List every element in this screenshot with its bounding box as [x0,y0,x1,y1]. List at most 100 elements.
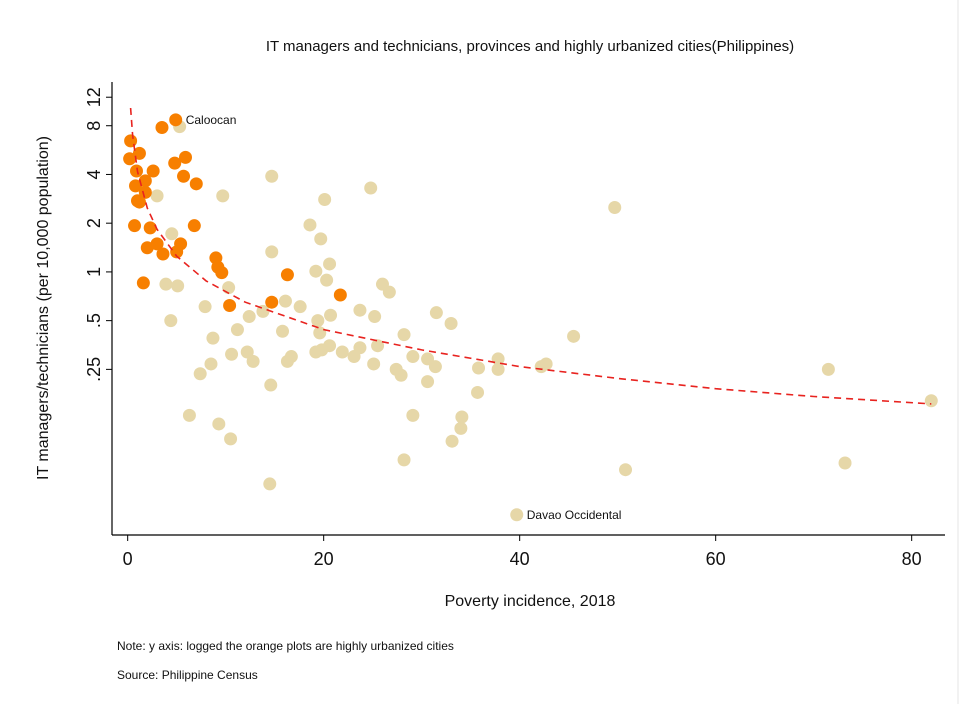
point [406,350,420,364]
point [204,357,218,371]
point [472,361,486,375]
chart-title: IT managers and technicians, provinces a… [266,38,794,55]
y-tick-label: 1 [84,267,104,277]
y-tick-label: 8 [84,121,104,131]
point [428,360,442,374]
point [371,339,385,353]
point [177,169,191,183]
point [333,288,347,302]
point [140,241,154,255]
point [364,181,378,195]
point [838,456,852,470]
point [265,245,279,259]
point [198,300,212,314]
point [138,174,152,188]
point [212,417,226,431]
point [280,354,294,368]
point [138,185,152,199]
point [240,345,254,359]
point [171,279,185,293]
point [280,268,294,282]
point [821,362,835,376]
y-tick-label: 12 [84,87,104,107]
point [150,237,164,251]
point [164,314,178,328]
point [347,350,361,364]
point [323,257,337,271]
point [394,368,408,382]
source-note: Source: Philippine Census [117,668,258,682]
point [182,408,196,422]
point [124,134,138,148]
point [382,285,396,299]
point [471,385,485,399]
y-tick-label: .25 [84,357,104,382]
point [256,304,270,318]
y-tick-label: 4 [84,169,104,179]
point [335,345,349,359]
point [608,200,622,214]
point [193,367,207,381]
point [156,247,170,261]
point [491,362,505,376]
point [314,232,328,246]
point [136,276,150,290]
note: Note: y axis: logged the orange plots ar… [117,639,454,653]
point [510,508,524,522]
point [265,169,279,183]
point [276,324,290,338]
point [130,164,143,178]
point [406,408,420,422]
point [143,221,157,235]
point [444,317,458,331]
y-tick-label: .5 [84,313,104,328]
point [169,113,183,127]
point [445,434,459,448]
point [215,266,229,280]
point [324,308,338,322]
point [455,410,469,424]
point [222,281,236,295]
point [265,295,279,309]
point [159,277,173,291]
annotation: Caloocan [186,113,237,127]
point [224,432,238,446]
point [223,299,237,313]
point [230,323,244,337]
point [619,463,633,477]
y-axis-title: IT managers/technicians (per 10,000 popu… [35,136,52,480]
point [397,453,411,467]
point [242,310,256,324]
x-tick-label: 60 [706,549,726,569]
x-tick-label: 40 [510,549,530,569]
point [123,152,137,166]
point [924,394,938,408]
point [309,264,323,278]
point [421,375,435,389]
x-tick-label: 0 [123,549,133,569]
point [429,306,443,320]
annotation: Davao Occidental [527,508,622,522]
point [454,421,468,435]
point [128,219,142,233]
point [567,329,581,343]
point [189,177,203,191]
point [155,121,169,135]
point [367,357,381,371]
point [170,245,184,259]
point [165,227,179,241]
point [353,303,367,317]
point [146,164,160,178]
x-tick-label: 80 [902,549,922,569]
point [150,189,164,203]
point [303,218,317,232]
point [187,219,201,233]
point [397,328,411,342]
point [179,150,192,164]
point [206,331,220,345]
point [311,314,325,328]
point [318,193,332,207]
point [216,189,230,203]
